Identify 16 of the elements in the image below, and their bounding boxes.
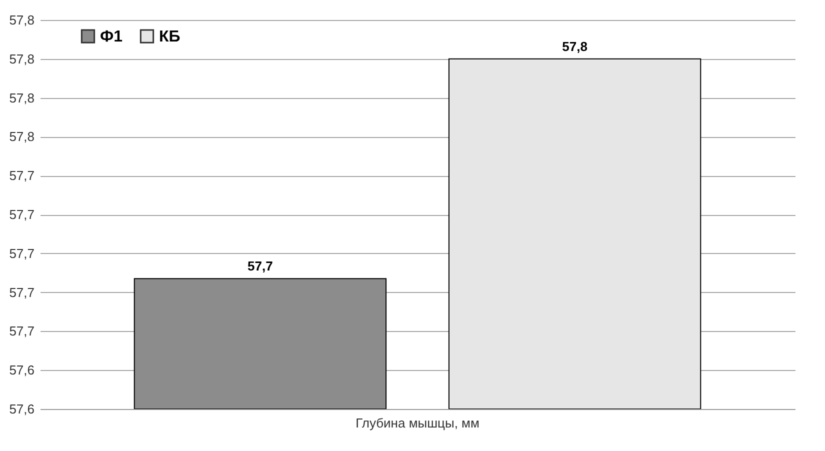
y-tick-label: 57,8 (9, 129, 34, 144)
data-label: 57,7 (248, 258, 273, 274)
legend-label: Ф1 (100, 28, 123, 46)
y-tick-label: 57,8 (9, 51, 34, 66)
y-tick-label: 57,6 (9, 402, 34, 416)
y-tick-label: 57,8 (9, 90, 34, 106)
y-tick-label: 57,7 (9, 246, 34, 261)
y-tick-label: 57,7 (9, 207, 34, 222)
y-tick-label: 57,7 (9, 168, 34, 184)
y-tick-label: 57,7 (9, 324, 34, 339)
x-tick-label: Глубина мышцы, мм (356, 416, 480, 430)
data-label: 57,8 (562, 38, 588, 54)
y-tick-label: 57,6 (9, 362, 34, 378)
y-tick-label: 57,7 (9, 284, 34, 300)
legend-label: КБ (159, 28, 180, 46)
y-tick-label: 57,8 (9, 12, 34, 28)
